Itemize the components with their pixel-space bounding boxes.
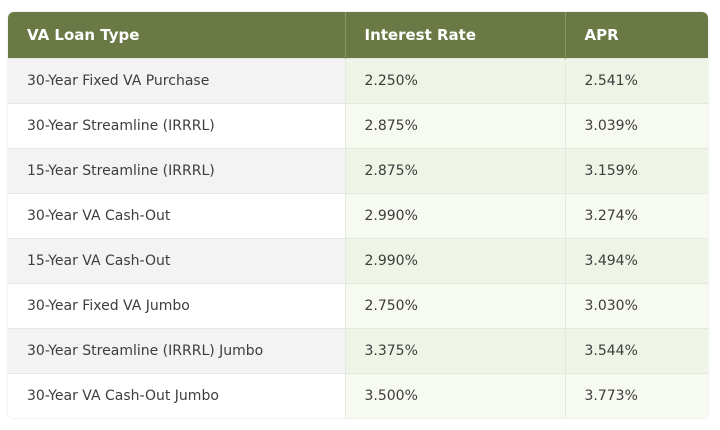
table-cell: 3.500% bbox=[345, 373, 566, 418]
table-cell: 30-Year Streamline (IRRRL) bbox=[8, 103, 346, 149]
table-cell: 3.773% bbox=[565, 373, 708, 418]
table-cell: 2.250% bbox=[345, 58, 566, 104]
table-row: 15-Year VA Cash-Out 2.990% 3.494% bbox=[8, 238, 708, 284]
table-cell: 3.544% bbox=[565, 328, 708, 374]
header-cell: VA Loan Type bbox=[8, 12, 346, 59]
table-row: 30-Year Streamline (IRRRL) Jumbo 3.375% 3.… bbox=[8, 328, 708, 374]
table-cell: 30-Year VA Cash-Out bbox=[8, 193, 346, 239]
table-cell: 30-Year Fixed VA Jumbo bbox=[8, 283, 346, 329]
table-cell: 30-Year Fixed VA Purchase bbox=[8, 58, 346, 104]
table-cell: 3.274% bbox=[565, 193, 708, 239]
header-cell: Interest Rate bbox=[345, 12, 566, 59]
table-cell: 3.159% bbox=[565, 148, 708, 194]
header-cell: APR bbox=[565, 12, 708, 59]
rate-table-container: VA Loan Type Interest Rate APR 30-Year Fix… bbox=[8, 12, 708, 418]
table-cell: 3.375% bbox=[345, 328, 566, 374]
table-row: 30-Year VA Cash-Out Jumbo 3.500% 3.773% bbox=[8, 373, 708, 418]
table-cell: 2.875% bbox=[345, 103, 566, 149]
table-cell: 3.030% bbox=[565, 283, 708, 329]
table-cell: 2.990% bbox=[345, 238, 566, 284]
table-cell: 15-Year VA Cash-Out bbox=[8, 238, 346, 284]
header-row: VA Loan Type Interest Rate APR bbox=[8, 12, 708, 59]
table-cell: 3.039% bbox=[565, 103, 708, 149]
table-cell: 2.990% bbox=[345, 193, 566, 239]
table-row: 30-Year Fixed VA Jumbo 2.750% 3.030% bbox=[8, 283, 708, 329]
table-cell: 30-Year VA Cash-Out Jumbo bbox=[8, 373, 346, 418]
table-cell: 2.875% bbox=[345, 148, 566, 194]
table-cell: 2.750% bbox=[345, 283, 566, 329]
table-row: 30-Year VA Cash-Out 2.990% 3.274% bbox=[8, 193, 708, 239]
table-cell: 3.494% bbox=[565, 238, 708, 284]
table-cell: 2.541% bbox=[565, 58, 708, 104]
rate-table: VA Loan Type Interest Rate APR 30-Year Fix… bbox=[8, 12, 708, 418]
table-cell: 15-Year Streamline (IRRRL) bbox=[8, 148, 346, 194]
table-row: 30-Year Fixed VA Purchase 2.250% 2.541% bbox=[8, 58, 708, 104]
table-row: 15-Year Streamline (IRRRL) 2.875% 3.159% bbox=[8, 148, 708, 194]
table-row: 30-Year Streamline (IRRRL) 2.875% 3.039% bbox=[8, 103, 708, 149]
table-cell: 30-Year Streamline (IRRRL) Jumbo bbox=[8, 328, 346, 374]
